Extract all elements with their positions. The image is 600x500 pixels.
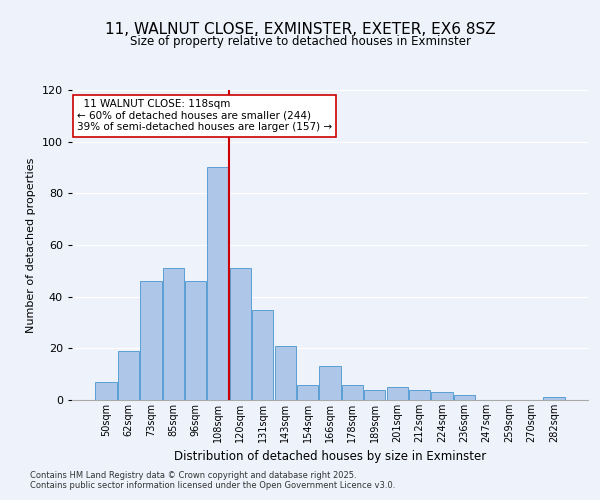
Text: Contains HM Land Registry data © Crown copyright and database right 2025.: Contains HM Land Registry data © Crown c… [30,470,356,480]
Bar [140,281,161,400]
Bar [543,398,565,400]
Bar [297,384,318,400]
Bar [163,268,184,400]
Text: 11, WALNUT CLOSE, EXMINSTER, EXETER, EX6 8SZ: 11, WALNUT CLOSE, EXMINSTER, EXETER, EX6… [104,22,496,38]
Bar [431,392,452,400]
Bar [342,384,363,400]
Bar [275,346,296,400]
X-axis label: Distribution of detached houses by size in Exminster: Distribution of detached houses by size … [174,450,486,464]
Text: Size of property relative to detached houses in Exminster: Size of property relative to detached ho… [130,35,470,48]
Bar [95,382,117,400]
Bar [454,395,475,400]
Bar [230,268,251,400]
Bar [118,351,139,400]
Text: Contains public sector information licensed under the Open Government Licence v3: Contains public sector information licen… [30,480,395,490]
Bar [409,390,430,400]
Bar [208,168,229,400]
Bar [319,366,341,400]
Bar [185,281,206,400]
Bar [386,387,408,400]
Y-axis label: Number of detached properties: Number of detached properties [26,158,36,332]
Text: 11 WALNUT CLOSE: 118sqm
← 60% of detached houses are smaller (244)
39% of semi-d: 11 WALNUT CLOSE: 118sqm ← 60% of detache… [77,100,332,132]
Bar [364,390,385,400]
Bar [252,310,274,400]
